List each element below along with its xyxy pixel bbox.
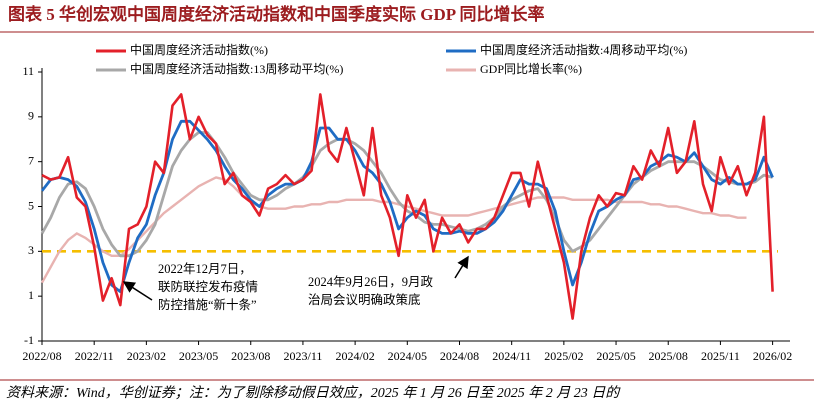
legend-label: 中国周度经济活动指数(%) — [130, 42, 268, 57]
x-tick-label: 2025/08 — [649, 349, 688, 363]
y-tick-label: 1 — [28, 288, 34, 302]
annotation-text: 2024年9月26日，9月政 — [308, 275, 434, 289]
annotation-text: 联防联控发布疫情 — [158, 279, 258, 294]
series-line — [40, 176, 747, 284]
x-tick-label: 2023/08 — [231, 349, 270, 363]
x-tick-label: 2024/02 — [335, 349, 374, 363]
legend-label: 中国周度经济活动指数:13周移动平均(%) — [130, 61, 343, 76]
annotation-text: 2022年12月7日， — [158, 262, 252, 276]
legend-label: 中国周度经济活动指数:4周移动平均(%) — [480, 42, 687, 57]
annotation-text: 治局会议明确政策底 — [308, 292, 421, 307]
x-tick-label: 2022/11 — [75, 349, 114, 363]
y-tick-label: 9 — [28, 109, 34, 123]
annotation-arrow — [122, 281, 153, 301]
x-tick-label: 2025/02 — [544, 349, 583, 363]
source-note: 资料来源：Wind，华创证券；注：为了剔除移动假日效应，2025 年 1 月 2… — [6, 385, 621, 401]
series-line — [40, 131, 773, 258]
x-tick-label: 2023/02 — [127, 349, 166, 363]
x-tick-label: 2022/08 — [22, 349, 61, 363]
y-tick-label: 5 — [28, 198, 34, 212]
series-line — [41, 93, 774, 320]
legend-label: GDP同比增长率(%) — [480, 61, 582, 76]
y-tick-label: 3 — [28, 243, 34, 257]
x-tick-label: 2023/11 — [283, 349, 322, 363]
y-tick-label: -1 — [24, 333, 34, 347]
annotation-arrow — [454, 255, 469, 279]
y-tick-label: 7 — [28, 153, 34, 167]
x-tick-label: 2026/02 — [753, 349, 792, 363]
x-tick-label: 2025/11 — [701, 349, 740, 363]
x-tick-label: 2025/05 — [596, 349, 635, 363]
chart-title: 图表 5 华创宏观中国周度经济活动指数和中国季度实际 GDP 同比增长率 — [8, 4, 544, 24]
annotation-text: 防控措施“新十条” — [158, 297, 257, 312]
x-tick-label: 2023/05 — [179, 349, 218, 363]
y-tick-label: 11 — [22, 64, 34, 78]
x-tick-label: 2024/08 — [440, 349, 479, 363]
x-tick-label: 2024/11 — [492, 349, 531, 363]
x-tick-label: 2024/05 — [388, 349, 427, 363]
